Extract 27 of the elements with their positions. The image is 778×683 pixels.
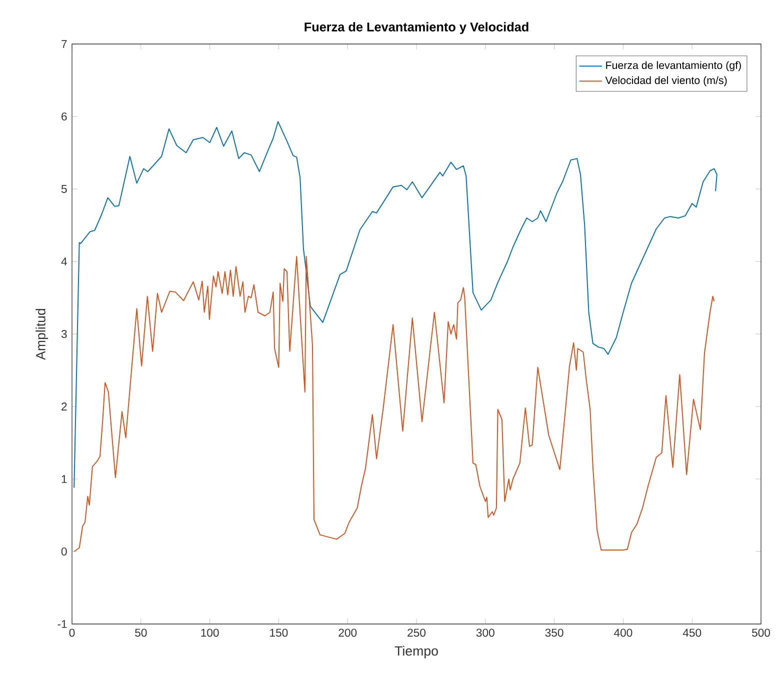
x-tick-label: 250 xyxy=(408,628,426,637)
x-axis-title: Tiempo xyxy=(394,646,438,658)
y-tick-label: 5 xyxy=(61,185,67,193)
legend-label: Velocidad del viento (m/s) xyxy=(605,76,727,86)
x-tick-label: 300 xyxy=(476,628,494,637)
x-tick-label: 450 xyxy=(682,628,702,637)
legend-label: Fuerza de levantamiento (gf) xyxy=(606,61,741,72)
x-tick-label: 100 xyxy=(201,628,219,637)
line-series xyxy=(74,121,718,488)
y-tick-label: 7 xyxy=(62,40,67,48)
y-tick-label: 2 xyxy=(62,402,67,410)
y-tick-label: 3 xyxy=(61,330,67,338)
y-tick-label: 4 xyxy=(61,258,67,266)
x-tick-label: 350 xyxy=(545,628,564,637)
x-tick-label: 50 xyxy=(135,628,147,637)
y-tick-label: 1 xyxy=(62,475,67,483)
y-axis-title: Amplitud xyxy=(36,308,48,360)
y-tick-label: -1 xyxy=(58,620,67,628)
x-tick-label: 150 xyxy=(270,628,288,637)
x-tick-label: 0 xyxy=(69,628,75,637)
y-tick-label: 6 xyxy=(62,112,67,121)
chart-title: Fuerza de Levantamiento y Velocidad xyxy=(304,22,528,34)
x-tick-label: 200 xyxy=(338,628,357,637)
x-tick-label: 500 xyxy=(752,628,770,637)
y-tick-label: 0 xyxy=(61,548,67,556)
x-tick-label: 400 xyxy=(614,628,632,637)
line-series xyxy=(74,256,715,552)
